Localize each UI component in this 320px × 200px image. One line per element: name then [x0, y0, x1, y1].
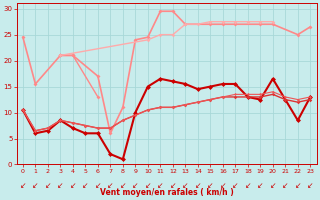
- Text: ↙: ↙: [157, 181, 164, 190]
- Text: ↙: ↙: [170, 181, 176, 190]
- Text: ↙: ↙: [132, 181, 139, 190]
- Text: ↙: ↙: [282, 181, 288, 190]
- Text: ↙: ↙: [270, 181, 276, 190]
- Text: ↙: ↙: [120, 181, 126, 190]
- Text: ↙: ↙: [244, 181, 251, 190]
- Text: ↙: ↙: [220, 181, 226, 190]
- Text: ↙: ↙: [82, 181, 89, 190]
- Text: ↙: ↙: [207, 181, 213, 190]
- Text: ↙: ↙: [307, 181, 314, 190]
- Text: ↙: ↙: [145, 181, 151, 190]
- Text: ↙: ↙: [70, 181, 76, 190]
- X-axis label: Vent moyen/en rafales ( km/h ): Vent moyen/en rafales ( km/h ): [100, 188, 234, 197]
- Text: ↙: ↙: [232, 181, 238, 190]
- Text: ↙: ↙: [295, 181, 301, 190]
- Text: ↙: ↙: [32, 181, 39, 190]
- Text: ↙: ↙: [107, 181, 114, 190]
- Text: ↙: ↙: [95, 181, 101, 190]
- Text: ↙: ↙: [57, 181, 64, 190]
- Text: ↙: ↙: [257, 181, 263, 190]
- Text: ↙: ↙: [20, 181, 26, 190]
- Text: ↙: ↙: [182, 181, 188, 190]
- Text: ↙: ↙: [45, 181, 51, 190]
- Text: ↙: ↙: [195, 181, 201, 190]
